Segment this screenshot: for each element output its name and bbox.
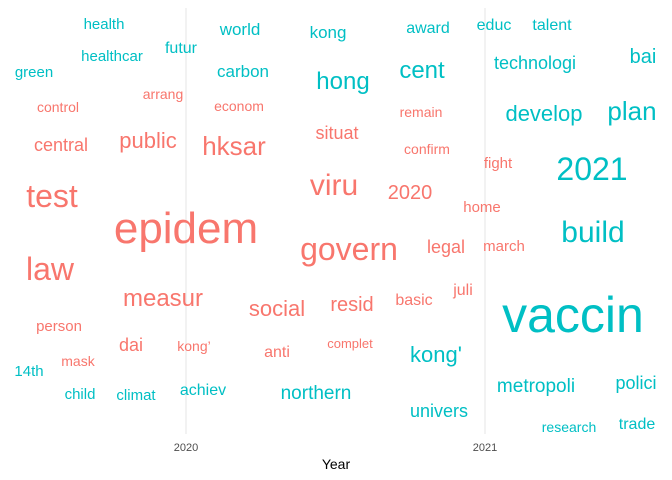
word-label: law (26, 251, 75, 287)
word-label: world (219, 20, 261, 39)
word-label: climat (116, 387, 156, 404)
word-label: cent (399, 57, 445, 84)
word-label: plan (607, 96, 656, 126)
word-label: viru (310, 169, 358, 202)
word-label: complet (327, 336, 373, 351)
word-label: kong' (410, 342, 462, 367)
x-tick-label: 2020 (174, 442, 198, 454)
word-label: vaccin (502, 287, 644, 343)
x-tick-label: 2021 (473, 442, 497, 454)
word-label: kong’ (177, 338, 210, 354)
word-label: anti (264, 344, 290, 361)
word-label: remain (400, 104, 443, 120)
word-label: trade (619, 416, 656, 433)
word-label: basic (395, 292, 432, 309)
word-label: hksar (202, 131, 266, 161)
word-label: legal (427, 237, 465, 257)
word-label: epidem (114, 204, 258, 253)
word-label: social (249, 296, 305, 321)
word-label: juli (452, 282, 473, 299)
word-label: bai (630, 46, 657, 68)
word-label: measur (123, 285, 203, 312)
word-label: dai (119, 335, 143, 355)
word-label: 2020 (388, 182, 433, 204)
word-label: northern (281, 383, 352, 404)
word-label: futur (165, 40, 198, 57)
word-label: 2021 (556, 151, 627, 187)
word-label: carbon (217, 62, 269, 81)
word-label: test (26, 178, 78, 214)
word-label: econom (214, 98, 264, 114)
word-label: situat (315, 123, 358, 143)
word-label: polici (615, 373, 656, 393)
word-label: healthcar (81, 48, 143, 65)
x-axis-ticks: 2020 2021 (174, 442, 497, 454)
word-label: 14th (14, 363, 43, 380)
word-label: build (561, 216, 624, 249)
word-label: metropoli (497, 376, 575, 397)
word-label: person (36, 318, 82, 335)
word-label: health (84, 16, 125, 33)
word-label: research (542, 419, 596, 435)
word-label: march (483, 238, 525, 255)
word-label: univers (410, 401, 468, 421)
word-label: public (119, 128, 176, 153)
x-axis-label: Year (322, 456, 351, 472)
word-label: home (463, 199, 501, 216)
word-label: hong (316, 68, 369, 95)
word-label: award (406, 20, 450, 37)
word-label: develop (505, 101, 582, 126)
word-label: kong (310, 23, 347, 42)
word-label: central (34, 135, 88, 155)
word-label: technologi (494, 53, 576, 73)
grid-lines (185, 8, 486, 434)
word-label: resid (330, 294, 373, 316)
word-label: confirm (404, 141, 450, 157)
word-label: green (15, 64, 53, 81)
word-layer: epidem test law govern viru hksar measur public… (14, 16, 656, 435)
word-label: talent (532, 17, 572, 34)
word-label: arrang (143, 86, 183, 102)
word-label: achiev (180, 382, 226, 399)
word-label: child (65, 386, 96, 403)
word-label: educ (477, 17, 512, 34)
word-label: control (37, 99, 79, 115)
word-label: govern (300, 231, 398, 267)
word-label: fight (484, 155, 513, 172)
word-label: mask (61, 353, 95, 369)
